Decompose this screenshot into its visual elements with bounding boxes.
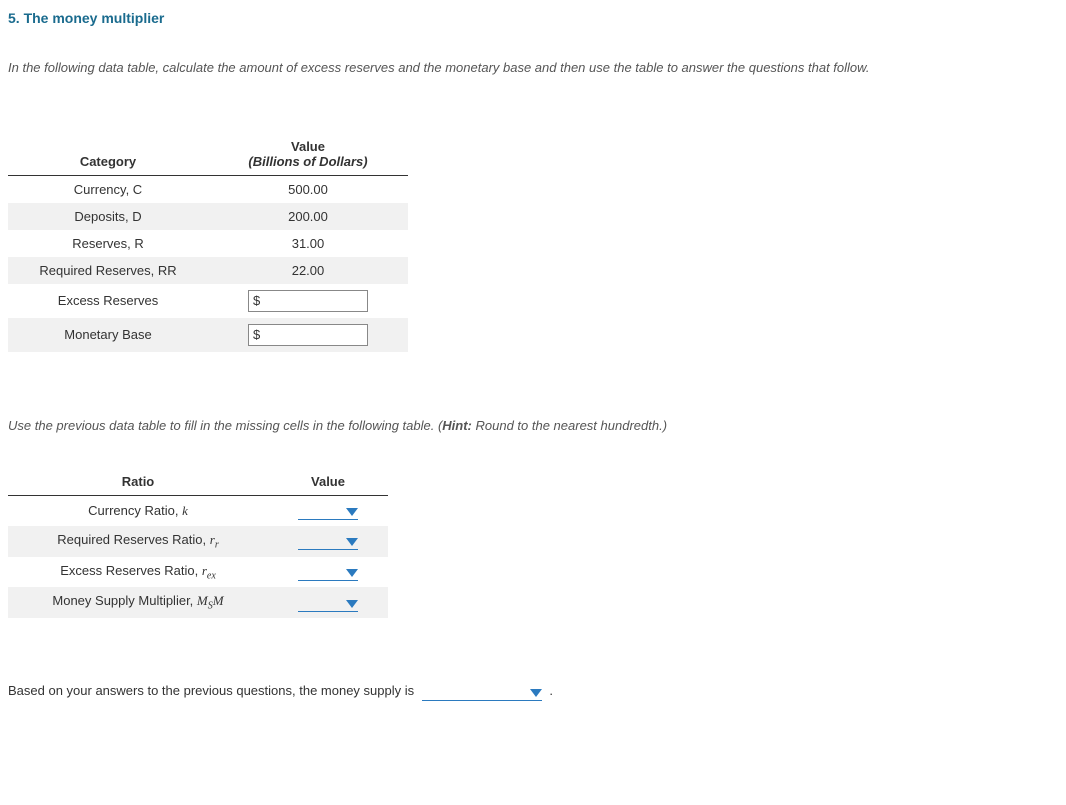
instruction-2: Use the previous data table to fill in t…: [8, 412, 1058, 441]
table-row: Required Reserves Ratio, rr: [8, 526, 388, 557]
ratio-label-cell: Money Supply Multiplier, MSM: [8, 587, 268, 618]
th-value-sub: (Billions of Dollars): [222, 154, 394, 169]
category-cell: Reserves, R: [8, 230, 208, 257]
value-input[interactable]: [264, 327, 363, 343]
ratio-dropdown[interactable]: [298, 502, 358, 520]
instruction-2b: Round to the nearest hundredth.): [472, 418, 667, 433]
ratio-label-cell: Required Reserves Ratio, rr: [8, 526, 268, 557]
table-row: Currency Ratio, k: [8, 496, 388, 527]
value-cell: 500.00: [208, 175, 408, 203]
ratio-value-cell: [268, 557, 388, 588]
instruction-2a: Use the previous data table to fill in t…: [8, 418, 442, 433]
th-ratio-value: Value: [268, 468, 388, 496]
table-row: Currency, C500.00: [8, 175, 408, 203]
ratio-dropdown[interactable]: [298, 594, 358, 612]
table-row: Deposits, D200.00: [8, 203, 408, 230]
chevron-down-icon: [346, 569, 358, 577]
currency-input-wrapper[interactable]: $: [248, 324, 368, 346]
th-category: Category: [8, 133, 208, 176]
ratio-dropdown[interactable]: [298, 563, 358, 581]
th-value-top: Value: [222, 139, 394, 154]
currency-prefix: $: [253, 327, 260, 342]
table-row: Excess Reserves $: [8, 284, 408, 318]
closing-a: Based on your answers to the previous qu…: [8, 683, 414, 698]
ratio-value-cell: [268, 496, 388, 527]
value-cell: 22.00: [208, 257, 408, 284]
value-cell: 31.00: [208, 230, 408, 257]
table-row: Money Supply Multiplier, MSM: [8, 587, 388, 618]
table-ratios: Ratio Value Currency Ratio, kRequired Re…: [8, 468, 388, 618]
instruction-1: In the following data table, calculate t…: [8, 54, 1058, 83]
value-input[interactable]: [264, 293, 363, 309]
ratio-value-cell: [268, 587, 388, 618]
ratio-dropdown[interactable]: [298, 532, 358, 550]
closing-b: .: [549, 683, 553, 698]
value-cell[interactable]: $: [208, 318, 408, 352]
table-row: Excess Reserves Ratio, rex: [8, 557, 388, 588]
table-values: Category Value (Billions of Dollars) Cur…: [8, 133, 408, 352]
ratio-label-cell: Excess Reserves Ratio, rex: [8, 557, 268, 588]
category-cell: Currency, C: [8, 175, 208, 203]
category-cell: Monetary Base: [8, 318, 208, 352]
table-row: Reserves, R31.00: [8, 230, 408, 257]
value-cell[interactable]: $: [208, 284, 408, 318]
ratio-label-cell: Currency Ratio, k: [8, 496, 268, 527]
hint-label: Hint:: [442, 418, 472, 433]
closing-sentence: Based on your answers to the previous qu…: [8, 678, 1058, 704]
th-ratio: Ratio: [8, 468, 268, 496]
table-row: Monetary Base $: [8, 318, 408, 352]
chevron-down-icon: [346, 600, 358, 608]
category-cell: Deposits, D: [8, 203, 208, 230]
category-cell: Required Reserves, RR: [8, 257, 208, 284]
category-cell: Excess Reserves: [8, 284, 208, 318]
ratio-value-cell: [268, 526, 388, 557]
money-supply-dropdown[interactable]: [422, 683, 542, 701]
chevron-down-icon: [346, 538, 358, 546]
th-value: Value (Billions of Dollars): [208, 133, 408, 176]
chevron-down-icon: [530, 689, 542, 697]
currency-input-wrapper[interactable]: $: [248, 290, 368, 312]
value-cell: 200.00: [208, 203, 408, 230]
currency-prefix: $: [253, 293, 260, 308]
section-title: 5. The money multiplier: [8, 10, 1058, 26]
table-row: Required Reserves, RR22.00: [8, 257, 408, 284]
chevron-down-icon: [346, 508, 358, 516]
